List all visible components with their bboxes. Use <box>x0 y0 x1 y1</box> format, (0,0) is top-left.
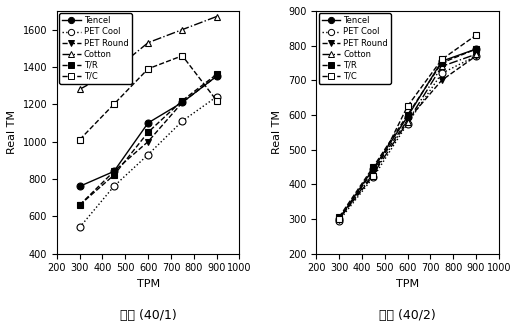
T/C <box>473 33 479 37</box>
PET Cool <box>405 122 411 125</box>
Y-axis label: Real TM: Real TM <box>7 110 17 154</box>
X-axis label: TPM: TPM <box>137 279 160 289</box>
T/R <box>145 130 151 134</box>
Tencel <box>179 100 185 104</box>
T/R <box>213 72 220 76</box>
Tencel <box>213 74 220 78</box>
T/R <box>111 173 117 177</box>
Tencel <box>439 59 445 63</box>
T/R <box>179 98 185 102</box>
T/C <box>77 138 83 142</box>
PET Cool <box>145 153 151 157</box>
PET Round <box>77 203 83 207</box>
Tencel <box>111 169 117 173</box>
Tencel <box>405 115 411 119</box>
Cotton <box>213 15 220 19</box>
Text: 합사 (40/2): 합사 (40/2) <box>379 309 436 322</box>
T/C <box>336 217 342 221</box>
PET Cool <box>439 72 445 75</box>
Line: Tencel: Tencel <box>76 73 220 190</box>
T/C <box>179 54 185 58</box>
PET Cool <box>77 226 83 229</box>
PET Round <box>473 54 479 58</box>
PET Round <box>179 100 185 104</box>
Tencel <box>77 184 83 188</box>
T/R <box>336 215 342 219</box>
Tencel <box>336 217 342 221</box>
Y-axis label: Real TM: Real TM <box>272 110 282 154</box>
PET Round <box>336 218 342 222</box>
T/C <box>439 58 445 61</box>
Tencel <box>145 121 151 125</box>
Cotton <box>179 28 185 32</box>
PET Round <box>439 78 445 82</box>
T/R <box>473 47 479 51</box>
Legend: Tencel, PET Cool, PET Round, Cotton, T/R, T/C: Tencel, PET Cool, PET Round, Cotton, T/R… <box>60 13 132 84</box>
Cotton <box>336 216 342 220</box>
T/R <box>405 113 411 117</box>
Cotton <box>77 87 83 91</box>
Tencel <box>473 47 479 51</box>
Line: PET Cool: PET Cool <box>336 53 480 224</box>
Line: PET Cool: PET Cool <box>76 93 220 231</box>
T/C <box>405 104 411 108</box>
T/R <box>439 61 445 65</box>
Line: T/C: T/C <box>336 32 480 222</box>
PET Cool <box>336 219 342 223</box>
PET Round <box>405 118 411 122</box>
Line: T/C: T/C <box>76 52 220 143</box>
T/C <box>145 67 151 71</box>
Tencel <box>370 167 377 171</box>
Line: Cotton: Cotton <box>76 13 220 93</box>
PET Cool <box>370 175 377 179</box>
Legend: Tencel, PET Cool, PET Round, Cotton, T/R, T/C: Tencel, PET Cool, PET Round, Cotton, T/R… <box>319 13 391 84</box>
T/R <box>77 203 83 207</box>
T/C <box>111 102 117 106</box>
Cotton <box>370 172 377 176</box>
PET Cool <box>179 119 185 123</box>
Cotton <box>145 41 151 45</box>
Line: Cotton: Cotton <box>336 51 480 222</box>
PET Round <box>111 169 117 173</box>
Line: T/R: T/R <box>336 46 480 221</box>
T/C <box>213 98 220 102</box>
Cotton <box>111 69 117 72</box>
Cotton <box>405 120 411 124</box>
Line: PET Round: PET Round <box>336 53 480 223</box>
PET Round <box>213 74 220 78</box>
T/R <box>370 165 377 169</box>
Text: 단사 (40/1): 단사 (40/1) <box>120 309 177 322</box>
Line: Tencel: Tencel <box>336 46 480 222</box>
PET Round <box>370 168 377 172</box>
Cotton <box>439 64 445 68</box>
PET Cool <box>473 54 479 58</box>
PET Cool <box>111 184 117 188</box>
PET Cool <box>213 95 220 99</box>
Cotton <box>473 52 479 56</box>
Line: T/R: T/R <box>76 71 220 208</box>
X-axis label: TPM: TPM <box>396 279 419 289</box>
PET Round <box>145 140 151 144</box>
Line: PET Round: PET Round <box>76 73 220 208</box>
T/C <box>370 174 377 177</box>
